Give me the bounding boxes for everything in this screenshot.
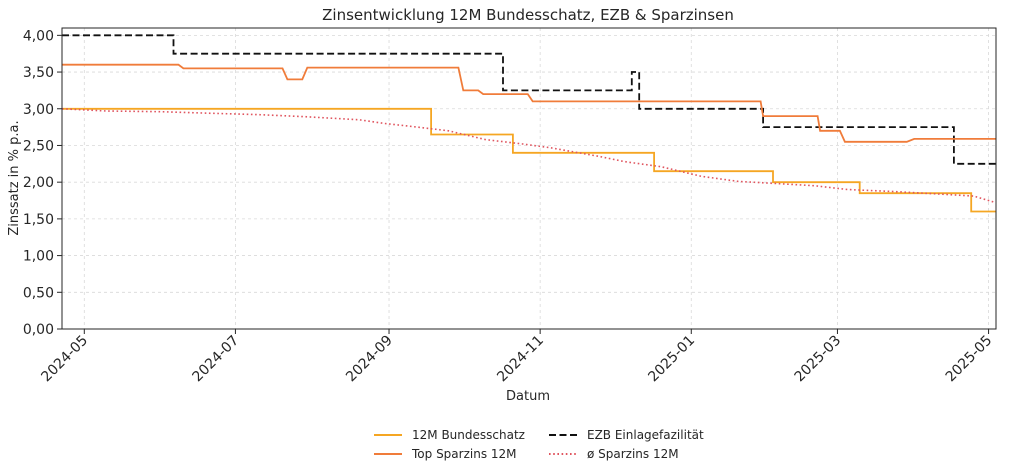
x-tick-label: 2024-09 <box>343 333 396 386</box>
grid <box>62 28 996 330</box>
legend: 12M Bundesschatz Top Sparzins 12M EZB Einl… <box>374 428 704 461</box>
y-tick-label: 3,00 <box>23 102 54 118</box>
series-line-ezb-einlagefazilit-t <box>62 34 996 165</box>
y-axis-ticks: 0,00 0,50 1,00 1,50 2,00 2,50 3,00 3,50 4,00 <box>23 28 62 338</box>
y-axis-label: Zinssatz in % p.a. <box>7 120 22 235</box>
x-axis-ticks: 2024-05 2024-07 2024-09 2024-11 2025-01 2025-… <box>38 329 995 385</box>
series-layer <box>61 34 997 213</box>
y-tick-label: 1,00 <box>23 249 54 265</box>
x-tick-label: 2025-05 <box>943 333 996 386</box>
y-tick-label: 4,00 <box>23 28 54 44</box>
series-line-12m-bundesschatz <box>62 107 996 213</box>
x-tick-label: 2024-05 <box>38 333 91 386</box>
y-tick-label: 2,50 <box>23 138 54 154</box>
chart-title: Zinsentwicklung 12M Bundesschatz, EZB & … <box>322 6 734 24</box>
legend-item: 12M Bundesschatz <box>374 428 525 442</box>
y-tick-label: 0,00 <box>23 322 54 338</box>
x-tick-label: 2025-03 <box>792 333 845 386</box>
x-tick-label: 2024-07 <box>190 333 243 386</box>
legend-item: ø Sparzins 12M <box>549 447 679 461</box>
y-tick-label: 2,00 <box>23 175 54 191</box>
legend-label: Top Sparzins 12M <box>411 447 517 461</box>
plot-frame <box>61 27 997 330</box>
series-line-avg-sparzins-12m <box>61 108 997 204</box>
legend-label: ø Sparzins 12M <box>587 447 679 461</box>
x-tick-label: 2024-11 <box>494 333 547 386</box>
x-tick-label: 2025-01 <box>645 333 698 386</box>
series-line-top-sparzins-12m <box>62 63 996 143</box>
y-tick-label: 3,50 <box>23 65 54 81</box>
legend-item: EZB Einlagefazilität <box>549 428 704 442</box>
x-axis-label: Datum <box>506 389 550 404</box>
legend-item: Top Sparzins 12M <box>374 447 517 461</box>
y-tick-label: 0,50 <box>23 285 54 301</box>
legend-label: EZB Einlagefazilität <box>587 428 704 442</box>
y-tick-label: 1,50 <box>23 212 54 228</box>
legend-label: 12M Bundesschatz <box>412 428 525 442</box>
